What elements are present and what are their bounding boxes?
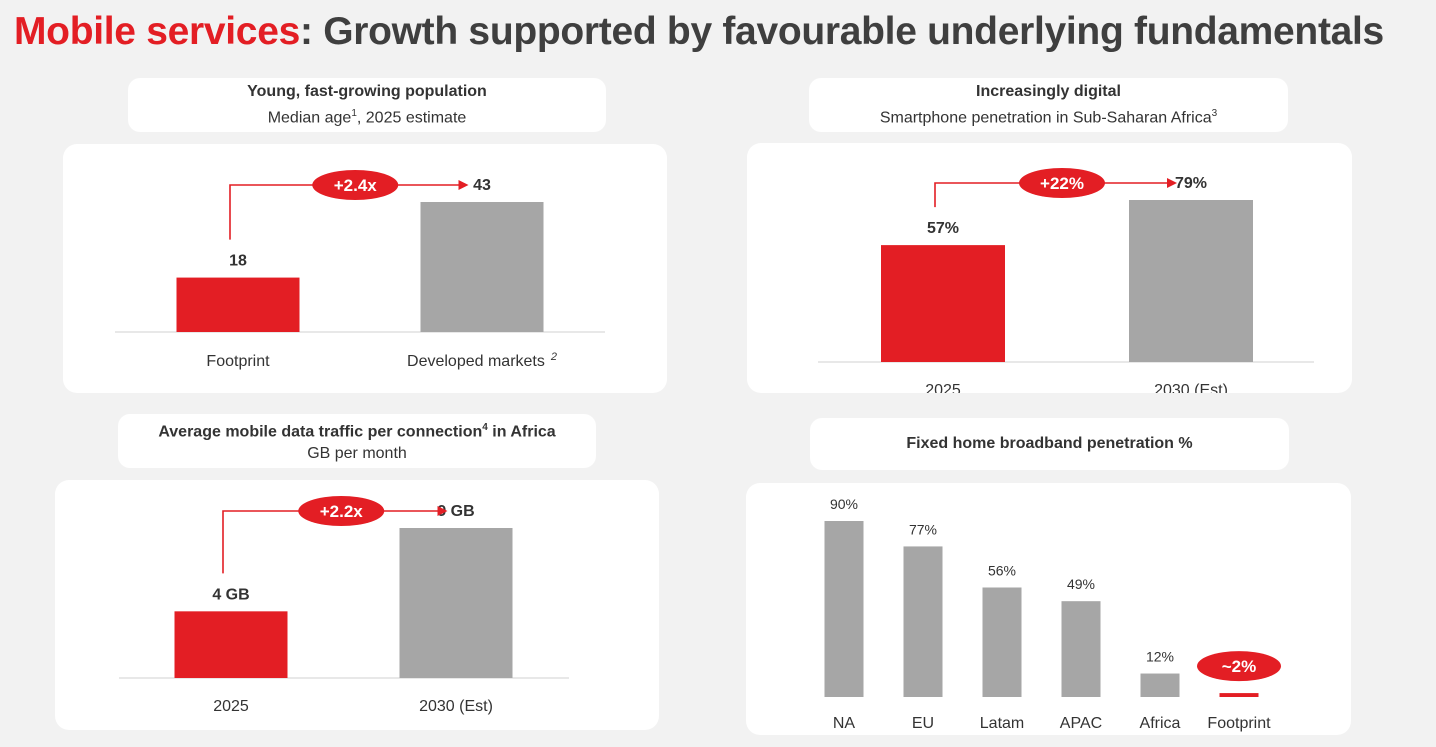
growth-badge — [298, 496, 385, 526]
page-title: Mobile services: Growth supported by fav… — [14, 10, 1384, 54]
population-chart-panel: 18 Footprint 43 Developed markets 2 +2.4x — [63, 144, 667, 393]
category-label: APAC — [1060, 715, 1102, 732]
category-label: Africa — [1140, 715, 1181, 732]
category-label: 2030 (Est) — [419, 698, 493, 715]
data-label: 12% — [1146, 649, 1174, 665]
page-title-accent: Mobile services — [14, 10, 300, 53]
bar-latam — [982, 587, 1022, 697]
smartphone-header-title: Increasingly digital — [976, 82, 1121, 100]
data-label: 57% — [927, 220, 959, 237]
broadband-header-title: Fixed home broadband penetration % — [906, 435, 1193, 452]
bar-footprint — [1219, 693, 1259, 697]
bar-2025 — [174, 611, 288, 678]
data-label: 56% — [988, 562, 1016, 578]
data-label: ~2% — [1222, 657, 1257, 676]
bar-footprint — [176, 277, 300, 332]
category-label: Developed markets 2 — [407, 351, 557, 370]
category-label: 2030 (Est) — [1154, 382, 1228, 393]
growth-badge — [312, 170, 399, 200]
growth-arrow-head — [437, 506, 448, 516]
broadband-header: Fixed home broadband penetration % — [810, 418, 1289, 470]
data-label: 90% — [830, 496, 858, 512]
growth-badge-label: +22% — [1040, 174, 1084, 193]
data-traffic-chart: 4 GB 2025 9 GB 2030 (Est) +2.2x — [119, 496, 569, 715]
bar-developed-markets — [420, 202, 544, 332]
growth-badge — [1019, 168, 1105, 198]
bar-apac — [1061, 601, 1101, 697]
broadband-chart-panel: 90% NA 77% EU 56% Latam 49% APAC 12% Africa ~2% Foo… — [746, 483, 1351, 735]
growth-badge-label: +2.2x — [320, 502, 364, 521]
smartphone-header-subtitle: Smartphone penetration in Sub-Saharan Af… — [879, 107, 1218, 127]
data-label: 49% — [1067, 576, 1095, 592]
population-header: Young, fast-growing population Median ag… — [128, 78, 606, 132]
growth-badge-label: +2.4x — [334, 176, 378, 195]
bar-2025 — [881, 245, 1005, 362]
category-label: EU — [912, 715, 934, 732]
data-label: 4 GB — [212, 586, 249, 603]
smartphone-chart-panel: 57% 2025 79% 2030 (Est) +22% — [747, 143, 1352, 393]
data-traffic-header-title: Average mobile data traffic per connecti… — [158, 421, 556, 441]
data-traffic-chart-panel: 4 GB 2025 9 GB 2030 (Est) +2.2x — [55, 480, 659, 730]
bar-2030-est- — [1129, 200, 1253, 362]
category-label: 2025 — [925, 382, 961, 393]
bar-africa — [1140, 673, 1180, 697]
data-label: 9 GB — [437, 503, 474, 520]
data-label: 43 — [473, 177, 491, 194]
highlight-badge — [1197, 651, 1281, 682]
category-label: Footprint — [206, 353, 270, 370]
smartphone-chart: 57% 2025 79% 2030 (Est) +22% — [818, 168, 1314, 393]
data-label: 79% — [1175, 175, 1207, 192]
page-title-rest: : Growth supported by favourable underly… — [299, 10, 1384, 53]
population-header-subtitle: Median age1, 2025 estimate — [267, 107, 467, 127]
population-header-title: Young, fast-growing population — [247, 82, 487, 100]
population-chart: 18 Footprint 43 Developed markets 2 +2.4x — [115, 170, 605, 370]
category-label: 2025 — [213, 698, 249, 715]
bar-eu — [903, 546, 943, 697]
category-label: Footprint — [1207, 715, 1271, 732]
data-label: 18 — [229, 253, 247, 270]
growth-arrow-head — [458, 180, 469, 190]
smartphone-header: Increasingly digital Smartphone penetrat… — [809, 78, 1288, 132]
data-traffic-header-subtitle: GB per month — [307, 445, 407, 463]
category-label: Latam — [980, 715, 1024, 732]
bar-2030-est- — [399, 528, 513, 678]
data-traffic-header: Average mobile data traffic per connecti… — [118, 414, 596, 468]
data-label: 77% — [909, 521, 937, 537]
bar-na — [824, 521, 864, 697]
growth-arrow-head — [1167, 178, 1177, 188]
broadband-chart: 90% NA 77% EU 56% Latam 49% APAC 12% Africa ~2% Foo… — [824, 496, 1281, 732]
category-label: NA — [833, 715, 856, 732]
